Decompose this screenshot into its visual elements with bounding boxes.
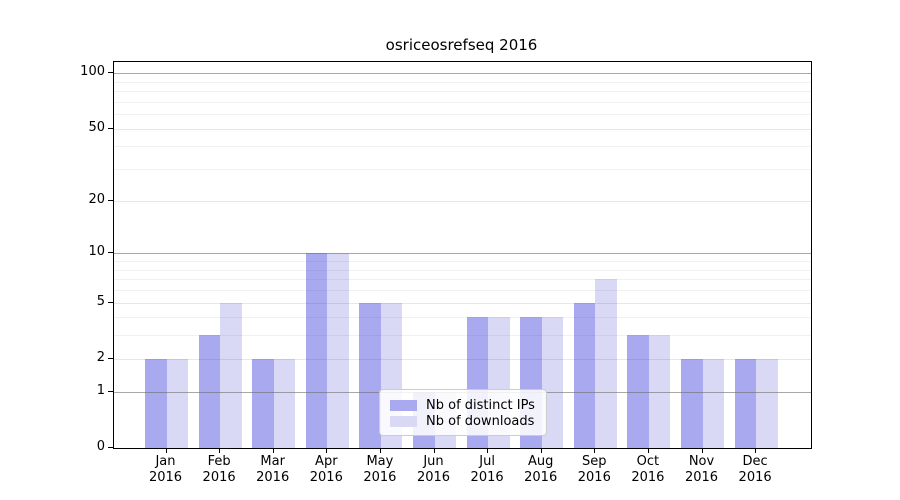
bar-distinct-ips-sep bbox=[573, 302, 596, 448]
y-tick-mark-10 bbox=[108, 252, 113, 254]
y-tick-label-2: 2 bbox=[96, 349, 105, 365]
x-tick-label-apr: Apr 2016 bbox=[296, 454, 356, 486]
y-tick-mark-5 bbox=[108, 301, 113, 303]
y-tick-mark-0 bbox=[108, 447, 113, 448]
x-tick-label-sep: Sep 2016 bbox=[564, 454, 624, 486]
x-tick-year: 2016 bbox=[148, 470, 183, 485]
y-tick-label-10: 10 bbox=[88, 244, 105, 260]
bar-downloads-aug bbox=[541, 317, 564, 448]
legend-label-distinct-ips: Nb of distinct IPs bbox=[426, 397, 535, 413]
x-tick-label-jan: Jan 2016 bbox=[136, 454, 196, 486]
x-tick-month: Nov bbox=[688, 454, 715, 469]
y-tick-label-20: 20 bbox=[88, 191, 105, 207]
y-tick-mark-1 bbox=[108, 390, 113, 392]
bar-downloads-apr bbox=[327, 253, 349, 448]
x-tick-mark-feb bbox=[219, 448, 221, 453]
x-tick-label-mar: Mar 2016 bbox=[243, 454, 303, 486]
y-tick-mark-100 bbox=[108, 72, 113, 74]
x-tick-year: 2016 bbox=[363, 470, 397, 485]
x-tick-label-jun: Jun 2016 bbox=[404, 454, 464, 486]
x-tick-label-nov: Nov 2016 bbox=[672, 454, 732, 486]
chart-title: osriceosrefseq 2016 bbox=[385, 36, 538, 54]
x-tick-mark-nov bbox=[701, 448, 703, 453]
x-tick-label-feb: Feb 2016 bbox=[189, 454, 249, 486]
x-tick-mark-mar bbox=[272, 448, 274, 453]
x-tick-year: 2016 bbox=[738, 470, 772, 485]
bar-downloads-mar bbox=[273, 358, 296, 448]
x-tick-mark-jun bbox=[433, 448, 435, 453]
x-tick-year: 2016 bbox=[524, 470, 558, 485]
legend-row-downloads: Nb of downloads bbox=[390, 413, 536, 429]
bar-downloads-nov bbox=[702, 358, 724, 448]
x-tick-year: 2016 bbox=[416, 470, 451, 485]
x-tick-mark-aug bbox=[540, 448, 542, 453]
bar-downloads-sep bbox=[595, 279, 617, 448]
x-tick-month: Jan bbox=[155, 454, 176, 469]
y-tick-mark-2 bbox=[108, 357, 113, 359]
x-tick-label-aug: Aug 2016 bbox=[511, 454, 571, 486]
bar-distinct-ips-oct bbox=[627, 335, 649, 448]
y-tick-mark-50 bbox=[108, 127, 113, 129]
legend-swatch-downloads bbox=[390, 415, 417, 427]
bar-downloads-feb bbox=[220, 302, 242, 448]
legend-swatch-distinct-ips bbox=[390, 399, 417, 411]
bar-distinct-ips-jan bbox=[145, 358, 167, 448]
bar-distinct-ips-feb bbox=[198, 335, 221, 448]
legend-row-distinct-ips: Nb of distinct IPs bbox=[390, 397, 536, 413]
x-tick-year: 2016 bbox=[577, 470, 611, 485]
x-tick-month: Apr bbox=[315, 454, 338, 469]
x-tick-month: May bbox=[366, 454, 394, 469]
bar-downloads-dec bbox=[756, 358, 778, 448]
y-tick-label-0: 0 bbox=[96, 439, 105, 454]
x-tick-mark-dec bbox=[755, 448, 757, 453]
x-tick-mark-jul bbox=[487, 448, 489, 453]
x-tick-month: Aug bbox=[527, 454, 554, 469]
x-tick-month: Feb bbox=[207, 454, 231, 469]
legend: Nb of distinct IPs Nb of downloads bbox=[379, 389, 547, 436]
x-tick-label-jul: Jul 2016 bbox=[457, 454, 517, 486]
y-tick-label-5: 5 bbox=[96, 293, 105, 309]
x-tick-mark-sep bbox=[594, 448, 596, 453]
x-tick-mark-oct bbox=[647, 448, 649, 453]
legend-label-downloads: Nb of downloads bbox=[426, 413, 535, 429]
x-tick-month: Mar bbox=[260, 454, 285, 469]
x-tick-year: 2016 bbox=[631, 470, 665, 485]
y-tick-label-100: 100 bbox=[80, 64, 105, 80]
x-tick-month: Dec bbox=[742, 454, 768, 469]
x-tick-month: Jun bbox=[423, 454, 444, 469]
x-tick-label-oct: Oct 2016 bbox=[618, 454, 678, 486]
x-tick-year: 2016 bbox=[684, 470, 719, 485]
bar-distinct-ips-may bbox=[359, 302, 381, 448]
bar-distinct-ips-mar bbox=[252, 358, 274, 448]
x-tick-mark-apr bbox=[326, 448, 328, 453]
bar-downloads-oct bbox=[648, 335, 671, 448]
bar-downloads-jan bbox=[166, 358, 188, 448]
x-tick-year: 2016 bbox=[470, 470, 504, 485]
bar-distinct-ips-nov bbox=[681, 358, 703, 448]
bar-distinct-ips-dec bbox=[734, 358, 757, 448]
plot-area: Nb of distinct IPs Nb of downloads bbox=[113, 61, 812, 449]
x-tick-mark-jan bbox=[165, 448, 167, 453]
x-tick-month: Jul bbox=[479, 454, 495, 469]
x-tick-year: 2016 bbox=[202, 470, 236, 485]
y-tick-label-50: 50 bbox=[88, 119, 105, 135]
y-tick-mark-20 bbox=[108, 199, 113, 201]
bar-distinct-ips-apr bbox=[305, 253, 328, 448]
x-tick-label-dec: Dec 2016 bbox=[725, 454, 785, 486]
x-tick-year: 2016 bbox=[256, 470, 290, 485]
x-tick-label-may: May 2016 bbox=[350, 454, 410, 486]
y-tick-label-1: 1 bbox=[96, 382, 105, 398]
x-tick-month: Oct bbox=[636, 454, 660, 469]
x-tick-year: 2016 bbox=[309, 470, 343, 485]
x-tick-mark-may bbox=[379, 448, 381, 453]
x-tick-month: Sep bbox=[582, 454, 607, 469]
